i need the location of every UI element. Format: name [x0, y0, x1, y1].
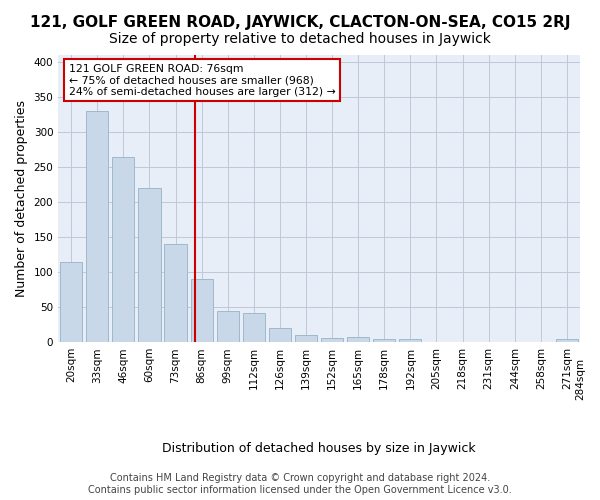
Bar	[321, 338, 343, 342]
Bar	[243, 313, 265, 342]
X-axis label: Distribution of detached houses by size in Jaywick: Distribution of detached houses by size …	[162, 442, 476, 455]
Bar	[556, 338, 578, 342]
Text: 121 GOLF GREEN ROAD: 76sqm
← 75% of detached houses are smaller (968)
24% of sem: 121 GOLF GREEN ROAD: 76sqm ← 75% of deta…	[68, 64, 335, 97]
Bar	[112, 156, 134, 342]
Bar	[400, 340, 421, 342]
Bar	[269, 328, 291, 342]
Y-axis label: Number of detached properties: Number of detached properties	[15, 100, 28, 297]
Bar	[86, 111, 109, 342]
Bar	[217, 310, 239, 342]
Bar	[139, 188, 161, 342]
Bar	[191, 279, 213, 342]
Text: 284sqm: 284sqm	[575, 358, 585, 400]
Bar	[347, 336, 370, 342]
Text: Contains HM Land Registry data © Crown copyright and database right 2024.
Contai: Contains HM Land Registry data © Crown c…	[88, 474, 512, 495]
Bar	[373, 340, 395, 342]
Text: 121, GOLF GREEN ROAD, JAYWICK, CLACTON-ON-SEA, CO15 2RJ: 121, GOLF GREEN ROAD, JAYWICK, CLACTON-O…	[30, 15, 570, 30]
Bar	[164, 244, 187, 342]
Text: Size of property relative to detached houses in Jaywick: Size of property relative to detached ho…	[109, 32, 491, 46]
Bar	[60, 262, 82, 342]
Bar	[295, 335, 317, 342]
